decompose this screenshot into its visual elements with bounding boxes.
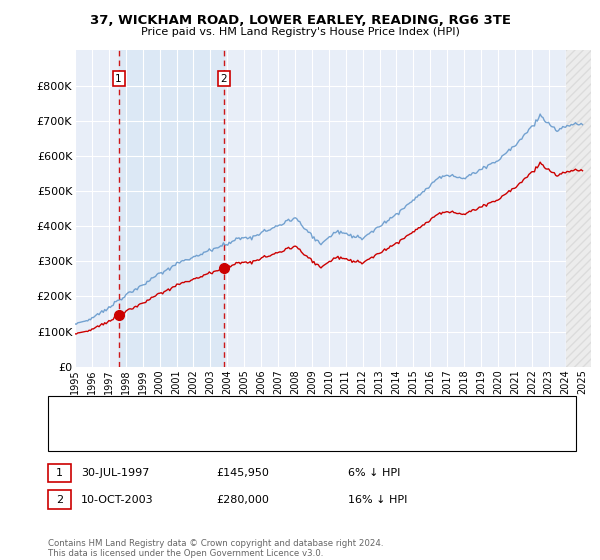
Text: 1: 1 <box>56 468 63 478</box>
Text: 10-OCT-2003: 10-OCT-2003 <box>81 494 154 505</box>
Bar <box>566 50 591 367</box>
Text: 37, WICKHAM ROAD, LOWER EARLEY, READING, RG6 3TE (detached house): 37, WICKHAM ROAD, LOWER EARLEY, READING,… <box>99 406 474 416</box>
Bar <box>119 50 224 367</box>
Text: £145,950: £145,950 <box>216 468 269 478</box>
Text: 37, WICKHAM ROAD, LOWER EARLEY, READING, RG6 3TE: 37, WICKHAM ROAD, LOWER EARLEY, READING,… <box>89 14 511 27</box>
Text: 16% ↓ HPI: 16% ↓ HPI <box>348 494 407 505</box>
Text: 30-JUL-1997: 30-JUL-1997 <box>81 468 149 478</box>
Text: HPI: Average price, detached house, Wokingham: HPI: Average price, detached house, Woki… <box>99 431 342 441</box>
Text: 2: 2 <box>220 73 227 83</box>
Text: 6% ↓ HPI: 6% ↓ HPI <box>348 468 400 478</box>
Text: 2: 2 <box>56 494 63 505</box>
Bar <box>566 50 591 367</box>
Text: Contains HM Land Registry data © Crown copyright and database right 2024.
This d: Contains HM Land Registry data © Crown c… <box>48 539 383 558</box>
Text: 1: 1 <box>115 73 122 83</box>
Text: £280,000: £280,000 <box>216 494 269 505</box>
Text: Price paid vs. HM Land Registry's House Price Index (HPI): Price paid vs. HM Land Registry's House … <box>140 27 460 37</box>
